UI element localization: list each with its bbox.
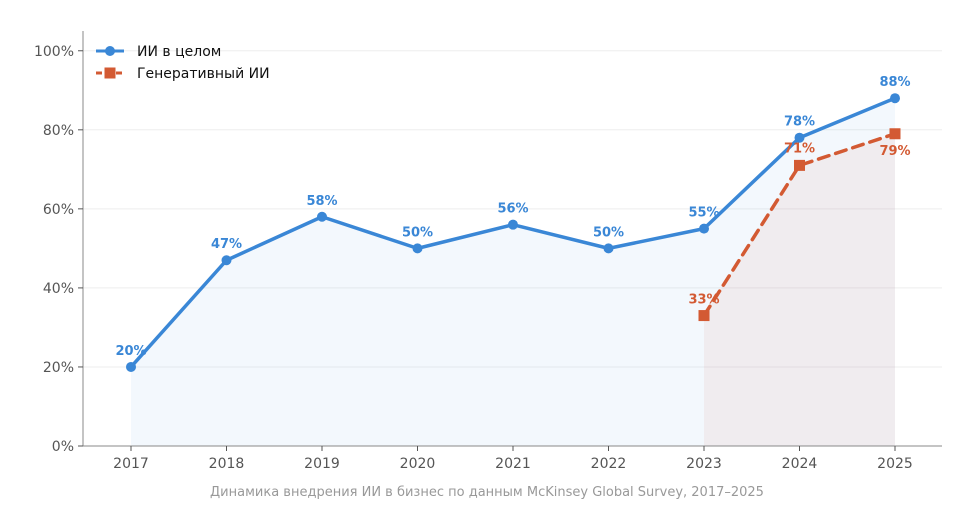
point-generative-ai-2025 xyxy=(889,128,901,140)
x-tick-label-2022: 2022 xyxy=(591,456,627,472)
point-ai-overall-2018 xyxy=(221,255,232,266)
point-ai-overall-2023 xyxy=(699,223,709,234)
series-markers xyxy=(126,93,901,372)
label-ai-overall-2018: 47% xyxy=(211,237,242,252)
legend-label-generative-ai: Генеративный ИИ xyxy=(137,66,270,82)
x-tick-label-2017: 2017 xyxy=(113,456,149,472)
x-tick-label-2025: 2025 xyxy=(877,456,913,472)
point-ai-overall-2024 xyxy=(794,132,805,143)
x-axis-ticks: 2017 2018 2019 2020 2021 2022 2023 2024 2025 xyxy=(113,446,913,472)
legend: ИИ в целом Генеративный ИИ xyxy=(96,44,270,82)
label-ai-overall-2022: 50% xyxy=(593,225,624,240)
label-generative-ai-2025: 79% xyxy=(879,144,910,159)
y-tick-label-100: 100% xyxy=(34,44,74,60)
grid-lines xyxy=(83,50,942,368)
x-tick-label-2024: 2024 xyxy=(782,456,818,472)
legend-label-ai-overall: ИИ в целом xyxy=(137,44,221,60)
area-fills xyxy=(131,98,895,446)
point-generative-ai-2023 xyxy=(698,310,710,322)
label-ai-overall-2024: 78% xyxy=(784,115,815,130)
y-axis-ticks: 0% 20% 40% 60% 80% 100% xyxy=(34,44,83,455)
point-ai-overall-2022 xyxy=(603,243,614,254)
area-ai-overall xyxy=(131,98,895,446)
y-tick-label-20: 20% xyxy=(43,360,74,376)
label-ai-overall-2017: 20% xyxy=(115,344,146,359)
data-labels: 20% 47% 58% 50% 56% 50% 55% 78% 88% 33% 71% 79% xyxy=(115,75,910,359)
point-ai-overall-2020 xyxy=(412,243,423,254)
x-tick-label-2020: 2020 xyxy=(400,456,436,472)
line-generative-ai xyxy=(702,132,897,318)
legend-marker-ai-overall xyxy=(105,46,115,56)
y-tick-label-60: 60% xyxy=(43,202,74,218)
label-ai-overall-2020: 50% xyxy=(402,225,433,240)
label-ai-overall-2019: 58% xyxy=(306,194,337,209)
legend-marker-generative-ai xyxy=(104,67,116,79)
point-generative-ai-2024 xyxy=(794,159,805,171)
chart-caption: Динамика внедрения ИИ в бизнес по данным… xyxy=(210,485,764,500)
label-ai-overall-2025: 88% xyxy=(879,75,910,90)
y-tick-label-0: 0% xyxy=(52,439,74,455)
x-tick-label-2018: 2018 xyxy=(209,456,245,472)
label-generative-ai-2023: 33% xyxy=(688,293,719,308)
y-tick-label-80: 80% xyxy=(43,123,74,139)
y-tick-label-40: 40% xyxy=(43,281,74,297)
label-generative-ai-2024: 71% xyxy=(784,141,815,156)
point-ai-overall-2019 xyxy=(317,211,327,222)
label-ai-overall-2023: 55% xyxy=(688,206,719,221)
point-ai-overall-2021 xyxy=(508,219,518,230)
label-ai-overall-2021: 56% xyxy=(497,202,528,217)
x-tick-label-2023: 2023 xyxy=(686,456,722,472)
point-ai-overall-2025 xyxy=(890,93,900,104)
point-ai-overall-2017 xyxy=(126,361,136,372)
x-tick-label-2019: 2019 xyxy=(304,456,340,472)
x-tick-label-2021: 2021 xyxy=(495,456,531,472)
area-generative-ai xyxy=(704,133,895,446)
